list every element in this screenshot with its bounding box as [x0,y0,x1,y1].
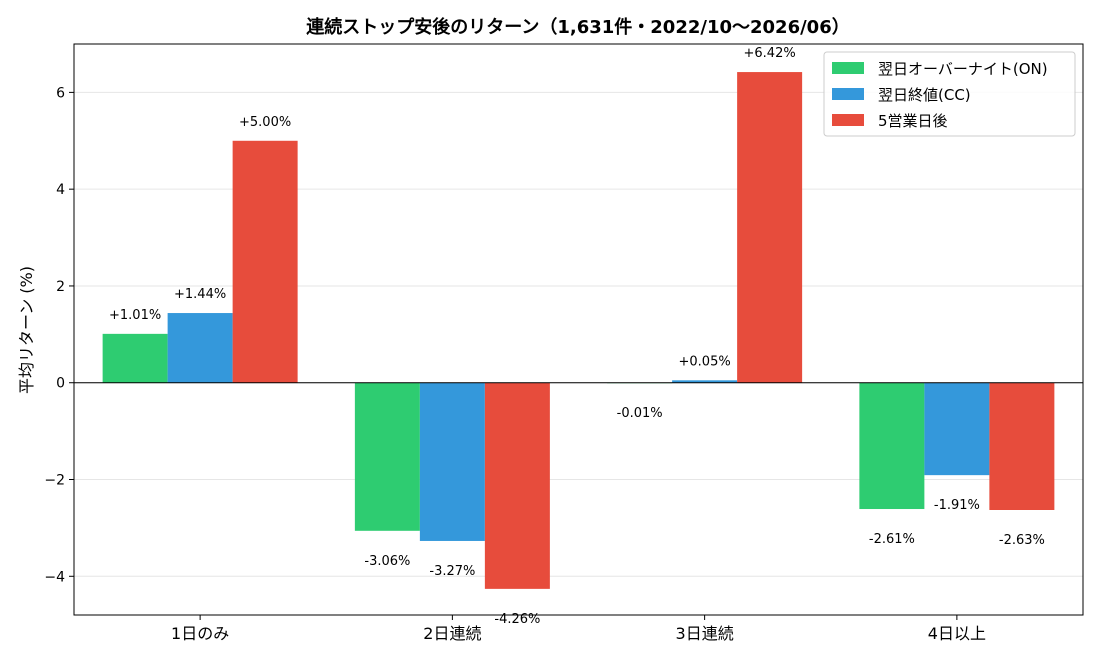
bar [232,140,298,383]
legend: 翌日オーバーナイト(ON) 翌日終値(CC) 5営業日後 [823,51,1076,137]
bars [102,72,1055,589]
bar [102,333,168,383]
bar [167,313,233,383]
legend-swatch [832,88,864,100]
bar [484,382,550,589]
y-axis-label: 平均リターン (%) [17,266,36,394]
legend-swatch [832,62,864,74]
x-tick-label: 4日以上 [928,624,986,643]
y-tick-label: 4 [56,182,65,198]
y-tick-label: −2 [44,473,65,489]
bar [354,382,420,531]
chart-title: 連続ストップ安後のリターン（1,631件・2022/10〜2026/06） [306,16,849,38]
data-label: -3.27% [429,564,475,579]
axes: −4 −2 0 2 4 6 1日のみ 2日連続 3日連続 4日以上 [44,43,1084,643]
y-tick-label: −4 [44,569,65,585]
data-label: +6.42% [744,46,796,61]
bar [989,382,1055,510]
legend-label: 翌日オーバーナイト(ON) [878,60,1048,78]
data-label: -3.06% [364,554,410,569]
x-tick-label: 3日連続 [676,624,734,643]
data-label: -4.26% [494,612,540,627]
legend-label: 翌日終値(CC) [878,86,971,104]
y-tick-label: 6 [56,85,65,101]
data-label: -0.01% [617,406,663,421]
plot-frame [73,43,1084,616]
data-label: -2.63% [999,533,1045,548]
data-label: -2.61% [869,532,915,547]
bar [737,72,803,383]
legend-swatch [832,114,864,126]
legend-label: 5営業日後 [878,112,948,130]
data-label: +1.01% [109,308,161,323]
y-tick-label: 0 [56,376,65,392]
bar [672,380,738,383]
data-label: +0.05% [679,354,731,369]
y-tick-label: 2 [56,279,65,295]
bar [924,382,990,476]
bar [419,382,485,541]
bar [859,382,925,510]
data-label: -1.91% [934,498,980,513]
data-label: +1.44% [174,287,226,302]
x-tick-label: 2日連続 [423,624,481,643]
legend-box [823,51,1076,137]
data-labels: +1.01% +1.44% +5.00% -3.06% -3.27% -4.26% -0.0… [109,46,1045,627]
x-tick-label: 1日のみ [171,624,229,643]
data-label: +5.00% [239,115,291,130]
